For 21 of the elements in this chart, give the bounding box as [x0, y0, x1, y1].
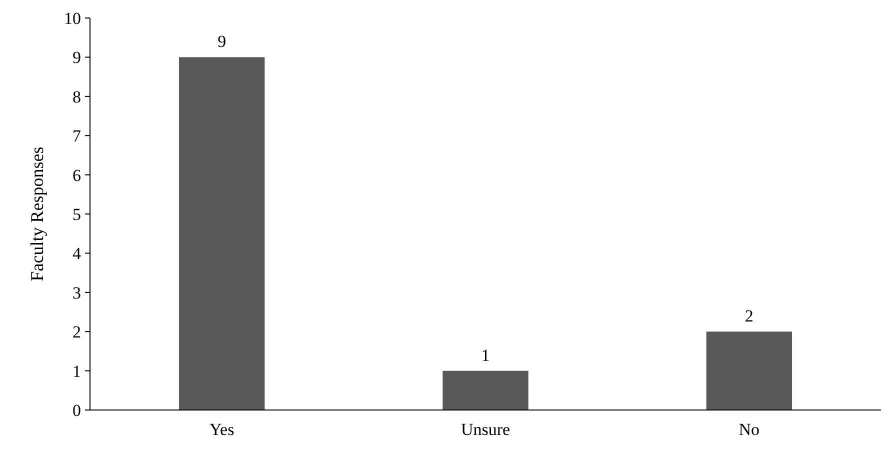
x-tick-label: Yes: [209, 420, 234, 439]
y-tick-label: 5: [72, 204, 81, 224]
y-tick-label: 7: [72, 126, 82, 146]
data-label: 2: [744, 306, 754, 326]
y-tick-label: 8: [72, 87, 81, 106]
data-label: 9: [218, 32, 226, 52]
y-tick-label: 9: [72, 48, 81, 68]
y-tick-label: 2: [72, 322, 81, 342]
y-tick-label: 1: [72, 362, 81, 381]
y-tick-label: 10: [64, 8, 81, 28]
y-tick-label: 4: [72, 244, 82, 264]
x-tick-label: Unsure: [460, 420, 510, 439]
y-tick-label: 6: [72, 166, 81, 185]
y-tick-label: 0: [72, 400, 81, 420]
y-axis-title: Faculty Responses: [27, 146, 47, 282]
x-tick-label: No: [738, 420, 760, 439]
bar: [178, 57, 265, 410]
data-label: 1: [481, 346, 490, 365]
bar: [706, 332, 792, 410]
bar: [442, 370, 528, 410]
y-tick-label: 3: [72, 283, 81, 302]
